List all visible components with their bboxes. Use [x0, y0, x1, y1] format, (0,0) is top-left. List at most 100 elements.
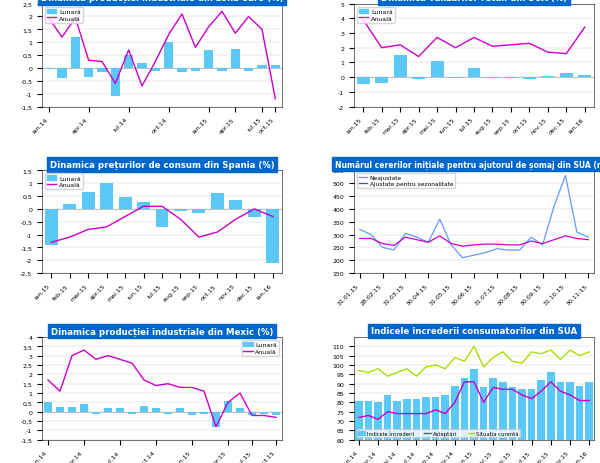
Bar [449, 78, 462, 79]
Title: Dinamica producției industriale din Mexic (%): Dinamica producției industriale din Mexi… [51, 327, 273, 336]
Bar [200, 412, 208, 414]
Situația curentă [422, 364, 430, 370]
Ajustate pentru sezonalitate [505, 243, 512, 248]
Bar [56, 407, 64, 412]
Bar [374, 402, 382, 463]
Ajustate pentru sezonalitate [425, 240, 432, 245]
Bar [229, 200, 242, 209]
Bar [272, 412, 280, 416]
Situația curentă [566, 348, 574, 353]
Bar [104, 408, 112, 412]
Bar [486, 78, 499, 79]
Situația curentă [451, 355, 458, 361]
Bar [224, 400, 232, 412]
Bar [394, 56, 407, 78]
Situația curentă [413, 374, 420, 379]
Situația curentă [509, 359, 516, 364]
Bar [45, 209, 58, 245]
Ajustate pentru sezonalitate [550, 238, 557, 243]
Bar [422, 397, 430, 463]
Ajustate pentru sezonalitate [562, 233, 569, 239]
Bar [137, 203, 150, 209]
Bar [63, 204, 76, 209]
Situația curentă [576, 353, 583, 359]
Bar [84, 69, 94, 78]
Bar [490, 378, 497, 463]
Așteptări [499, 387, 506, 392]
Neajustate [368, 232, 375, 238]
Bar [528, 389, 535, 463]
Ajustate pentru sezonalitate [379, 241, 386, 247]
Bar [538, 380, 545, 463]
Neajustate [470, 253, 478, 258]
Situația curentă [480, 364, 487, 370]
Bar [412, 78, 425, 80]
Legend: Indicele încrederii, Așteptări, Situația curentă: Indicele încrederii, Așteptări, Situația… [356, 429, 520, 437]
Situația curentă [538, 351, 545, 357]
Bar [176, 408, 184, 412]
Ajustate pentru sezonalitate [539, 241, 546, 247]
Title: Indicele încrederii consumatorilor din SUA: Indicele încrederii consumatorilor din S… [371, 327, 577, 336]
Bar [451, 386, 458, 463]
Situația curentă [528, 350, 535, 355]
Ajustate pentru sezonalitate [516, 243, 523, 248]
Situația curentă [355, 368, 362, 374]
Așteptări [384, 409, 391, 415]
Ajustate pentru sezonalitate [356, 236, 364, 242]
Neajustate [402, 231, 409, 237]
Neajustate [539, 243, 546, 248]
Ajustate pentru sezonalitate [573, 236, 580, 242]
Bar [137, 63, 146, 69]
Așteptări [538, 388, 545, 394]
Bar [509, 388, 516, 463]
Neajustate [527, 235, 535, 240]
Bar [248, 209, 261, 217]
Așteptări [442, 411, 449, 417]
Ajustate pentru sezonalitate [527, 239, 535, 244]
Bar [547, 373, 554, 463]
Neajustate [356, 227, 364, 233]
Ajustate pentru sezonalitate [391, 243, 398, 249]
Bar [151, 69, 160, 71]
Neajustate [425, 240, 432, 245]
Bar [357, 78, 370, 85]
Bar [116, 408, 124, 412]
Situația curentă [432, 363, 439, 368]
Legend: Lunară, Anuală: Lunară, Anuală [45, 174, 83, 190]
Bar [178, 69, 187, 73]
Bar [100, 184, 113, 209]
Ajustate pentru sezonalitate [413, 238, 421, 243]
Bar [442, 395, 449, 463]
Bar [191, 69, 200, 71]
Așteptări [413, 411, 420, 417]
Neajustate [379, 245, 386, 250]
Așteptări [394, 411, 401, 417]
Așteptări [422, 411, 430, 417]
Neajustate [516, 248, 523, 253]
Bar [413, 399, 420, 463]
Bar [355, 400, 362, 463]
Situația curentă [365, 370, 372, 375]
Neajustate [573, 230, 580, 235]
Neajustate [562, 173, 569, 179]
Bar [560, 74, 573, 78]
Title: Dinamica vânzărilor retail din SUA (%): Dinamica vânzărilor retail din SUA (%) [381, 0, 567, 3]
Neajustate [459, 256, 466, 261]
Bar [266, 209, 279, 263]
Bar [467, 69, 481, 78]
Bar [152, 408, 160, 412]
Așteptări [451, 400, 458, 405]
Ajustate pentru sezonalitate [459, 244, 466, 250]
Bar [58, 69, 67, 79]
Situația curentă [470, 344, 478, 349]
Bar [260, 412, 268, 414]
Neajustate [391, 248, 398, 253]
Line: Neajustate: Neajustate [360, 176, 588, 258]
Așteptări [490, 385, 497, 390]
Bar [119, 198, 131, 209]
Situația curentă [374, 366, 382, 372]
Bar [499, 382, 506, 463]
Bar [431, 62, 443, 78]
Neajustate [482, 250, 489, 256]
Situația curentă [442, 366, 449, 372]
